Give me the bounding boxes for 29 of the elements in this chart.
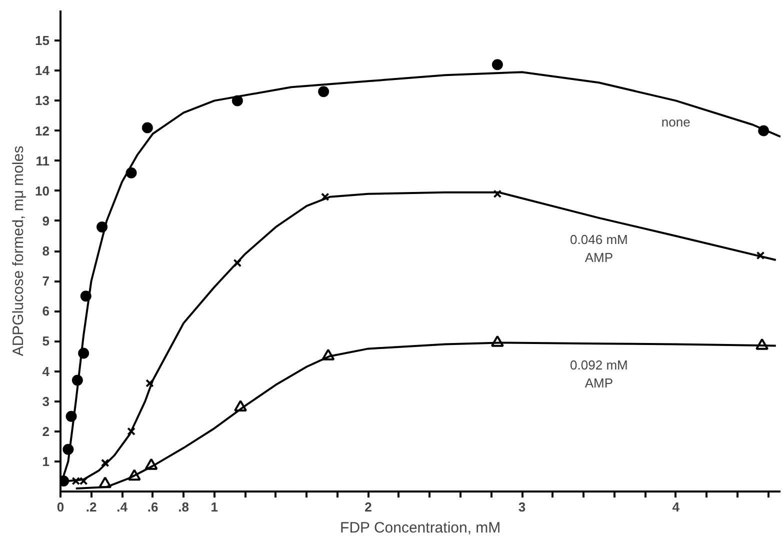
y-tick-label: 10 <box>35 183 50 198</box>
x-tick-label: 3 <box>518 500 526 514</box>
y-tick-label: 9 <box>42 213 50 228</box>
x-tick-label: .6 <box>147 500 158 514</box>
y-tick-label: 12 <box>35 123 50 138</box>
y-tick-label: 8 <box>42 244 50 258</box>
x-tick-label: .8 <box>178 500 189 514</box>
x-axis-title: FDP Concentration, mM <box>340 520 501 536</box>
y-tick-label: 14 <box>35 63 50 78</box>
series-label: 0.092 mM AMP <box>570 358 628 391</box>
y-tick-label: 13 <box>35 93 50 108</box>
y-tick-label: 6 <box>42 304 50 319</box>
y-tick-label: 1 <box>42 454 50 469</box>
y-axis-title: ADPGlucose formed, mμ moles <box>10 146 28 356</box>
series-label: 0.046 mM AMP <box>570 232 628 265</box>
y-tick-label: 7 <box>42 274 50 289</box>
x-tick-label: .4 <box>116 500 128 514</box>
x-tick-label: 1 <box>210 500 218 514</box>
x-tick-label: .2 <box>86 500 97 514</box>
y-tick-label: 4 <box>42 364 50 379</box>
y-tick-label: 3 <box>42 394 50 409</box>
y-tick-label: 11 <box>36 153 50 168</box>
y-tick-label: 5 <box>42 334 50 349</box>
x-tick-label: 0 <box>56 500 64 514</box>
x-tick-label: 4 <box>672 500 680 514</box>
x-tick-label: 2 <box>364 500 372 514</box>
series-label: none <box>661 114 690 130</box>
y-tick-label: 2 <box>42 424 50 439</box>
y-tick-label: 15 <box>35 33 50 48</box>
